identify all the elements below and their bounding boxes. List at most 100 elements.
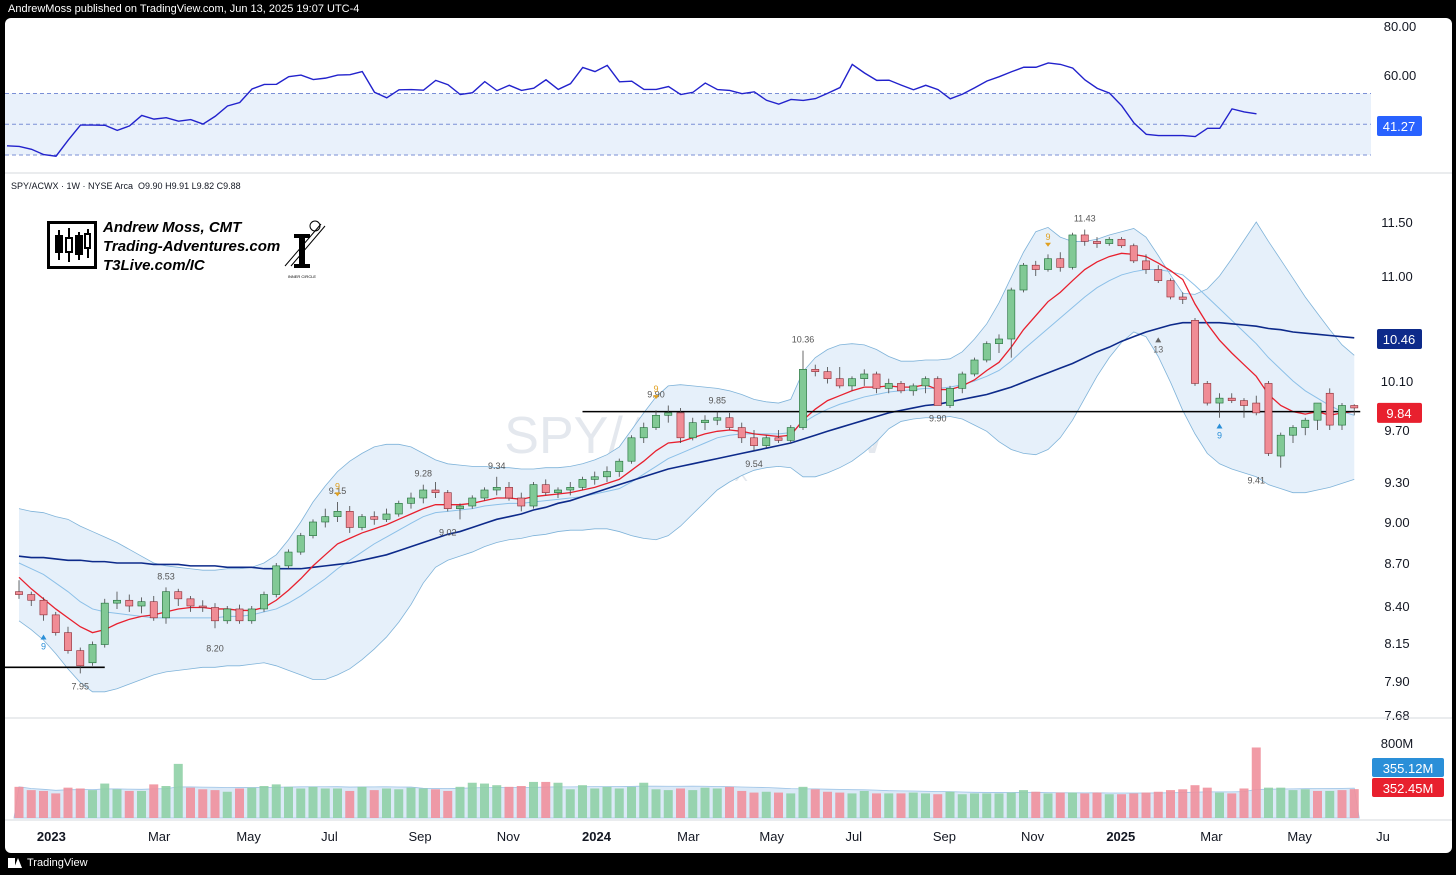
bollinger-lower — [18, 331, 1355, 693]
volume-bar — [443, 790, 453, 818]
tradingview-footer[interactable]: TradingView — [8, 857, 88, 869]
publisher-caption: AndrewMoss published on TradingView.com,… — [8, 3, 360, 15]
volume-bar — [1129, 793, 1139, 818]
candle — [1178, 296, 1187, 300]
volume-bar — [1300, 789, 1310, 818]
volume-bar — [908, 792, 918, 818]
volume-bar — [786, 793, 796, 818]
candle — [1129, 245, 1138, 262]
tradingview-logo-icon — [8, 858, 22, 868]
volume-bar — [1031, 791, 1041, 818]
candle — [627, 437, 636, 462]
volume-bar — [602, 786, 612, 818]
price-tick-label: 9.70 — [1384, 423, 1409, 438]
volume-bar — [369, 790, 379, 818]
volume-bar — [259, 786, 269, 818]
candle — [1215, 397, 1224, 404]
candle — [235, 608, 244, 622]
price-label: 9.41 — [1247, 476, 1265, 486]
candle — [1093, 241, 1101, 244]
candle — [1154, 269, 1163, 281]
candle — [1105, 238, 1114, 244]
candle — [1276, 434, 1285, 457]
volume-bar — [1055, 792, 1065, 818]
candle — [676, 412, 685, 439]
candle — [615, 460, 624, 472]
volume-bar — [1178, 789, 1188, 818]
volume-bar — [798, 786, 808, 818]
time-tick-label: 2024 — [582, 829, 612, 844]
candle — [1166, 280, 1175, 298]
price-label: 7.95 — [71, 681, 89, 691]
volume-bar — [198, 789, 208, 818]
td-count-label: 9 — [41, 642, 46, 652]
volume-bar — [590, 788, 600, 818]
candle — [1117, 238, 1126, 247]
candle — [1350, 405, 1359, 409]
volume-bar — [1276, 787, 1286, 818]
volume-bar — [357, 786, 367, 818]
time-tick-label: Jul — [321, 829, 338, 844]
candle — [1007, 289, 1016, 340]
candle — [982, 343, 991, 361]
time-tick-label: Mar — [1200, 829, 1223, 844]
price-label: 10.36 — [792, 335, 815, 345]
candle — [247, 608, 256, 622]
rsi-value-label: 41.27 — [1383, 119, 1416, 134]
volume-bar — [88, 790, 97, 818]
candle — [1080, 234, 1089, 242]
author-branding: Andrew Moss, CMT Trading-Adventures.com … — [45, 218, 345, 298]
rsi-line — [6, 62, 1257, 157]
brand-link: T3Live.com/IC — [103, 257, 205, 274]
price-label: 9.85 — [708, 396, 726, 406]
candle — [799, 369, 807, 428]
volume-bar — [1264, 787, 1273, 818]
candle — [811, 369, 820, 372]
volume-bar — [761, 791, 771, 818]
volume-bar — [614, 788, 624, 818]
volume-bar — [467, 782, 477, 818]
candle — [762, 437, 771, 446]
candle — [848, 378, 856, 387]
time-tick-label: Mar — [677, 829, 700, 844]
volume-bar — [737, 790, 747, 818]
time-tick-label: May — [759, 829, 784, 844]
price-label: 9.02 — [439, 527, 457, 537]
candle — [970, 359, 979, 375]
volume-bar — [39, 790, 48, 818]
candle — [468, 497, 477, 507]
volume-bar — [480, 783, 489, 818]
volume-bar — [173, 763, 183, 818]
candle — [1325, 392, 1334, 426]
time-tick-label: Nov — [497, 829, 521, 844]
volume-bar — [406, 787, 416, 818]
candle — [737, 427, 746, 439]
volume-bar — [1215, 792, 1224, 818]
candle — [566, 487, 575, 491]
volume-bar — [725, 786, 734, 818]
candle — [897, 383, 905, 392]
candle — [456, 505, 464, 509]
volume-bar — [504, 786, 514, 818]
candle — [946, 388, 954, 406]
time-tick-label: May — [236, 829, 261, 844]
time-tick-label: Jul — [845, 829, 862, 844]
volume-bar — [970, 793, 979, 818]
candle — [590, 476, 599, 480]
candle — [958, 373, 967, 389]
volume-bar — [835, 792, 845, 818]
volume-bar — [651, 789, 661, 818]
candle — [713, 417, 722, 421]
brand-name: Andrew Moss, CMT — [103, 219, 242, 236]
symbol-legend[interactable]: SPY/ACWX · 1W · NYSE Arca O9.90 H9.91 L9… — [11, 181, 241, 191]
candle — [1203, 383, 1212, 404]
candle — [419, 489, 428, 499]
candle — [652, 414, 660, 428]
candle — [198, 605, 207, 608]
candle — [884, 383, 893, 389]
candle — [860, 373, 869, 379]
volume-bar — [14, 786, 24, 818]
volume-bar — [1288, 790, 1298, 818]
candle — [162, 591, 170, 619]
